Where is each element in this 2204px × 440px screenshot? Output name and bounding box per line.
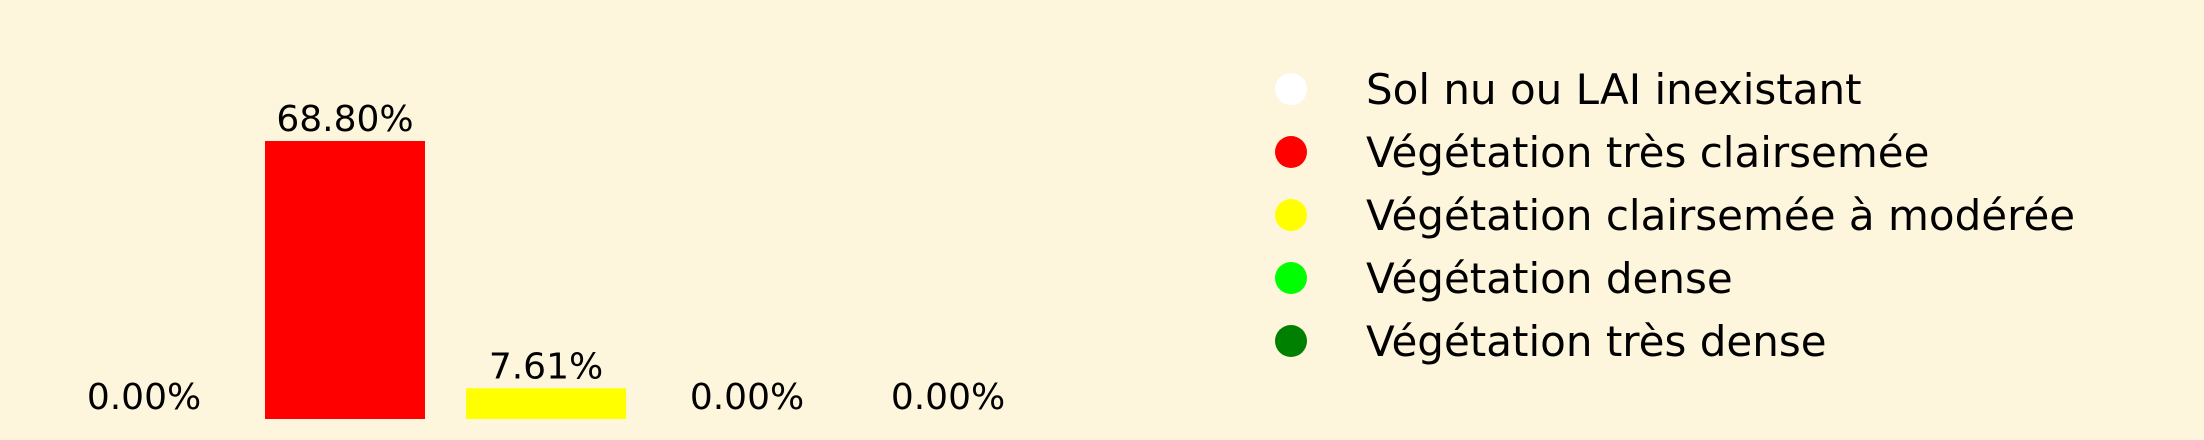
legend: Sol nu ou LAI inexistant Végétation très … [1275,65,2075,366]
legend-marker-1 [1275,73,1307,105]
bars-group [265,141,626,419]
legend-marker-3 [1275,199,1307,231]
bar-value-label-4: 0.00% [690,377,804,418]
bar-value-label-5: 0.00% [891,377,1005,418]
value-labels-group: 0.00% 68.80% 7.61% 0.00% 0.00% [87,99,1005,418]
legend-label-1: Sol nu ou LAI inexistant [1366,65,1862,114]
legend-marker-5 [1275,325,1307,357]
legend-marker-2 [1275,136,1307,168]
legend-label-2: Végétation très clairsemée [1366,128,1929,177]
legend-marker-4 [1275,262,1307,294]
bar-3 [466,388,626,419]
legend-label-3: Végétation clairsemée à modérée [1366,191,2075,240]
bar-value-label-2: 68.80% [276,99,413,140]
bar-2 [265,141,425,419]
legend-label-5: Végétation très dense [1366,317,1827,366]
bar-value-label-3: 7.61% [489,346,603,387]
bar-value-label-1: 0.00% [87,377,201,418]
legend-label-4: Végétation dense [1366,254,1733,303]
